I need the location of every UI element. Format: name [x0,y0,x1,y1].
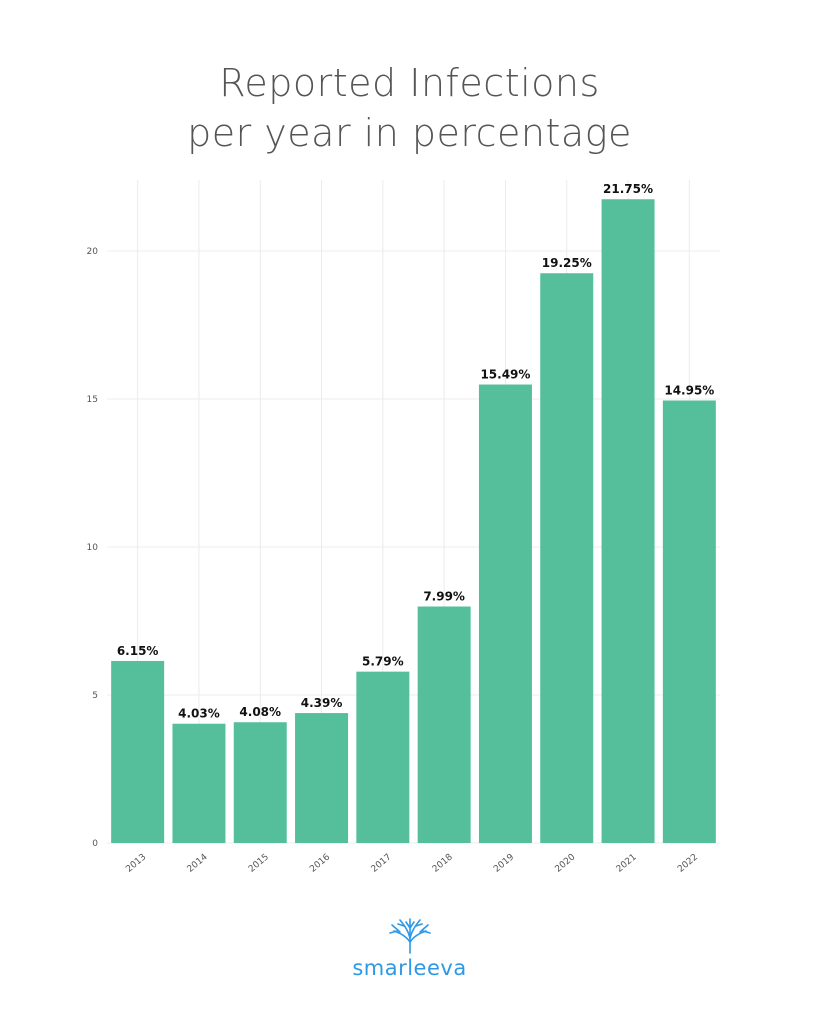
data-label: 7.99% [423,590,465,604]
x-tick-label: 2020 [553,852,577,875]
y-tick-label: 5 [92,691,98,701]
data-label: 14.95% [664,384,714,398]
bar [356,671,410,843]
bar [540,273,594,843]
data-label: 21.75% [603,182,653,196]
bar-chart: 0 5 10 15 20 6.15% 2013 4.03% 2014 4.08% 2015 4.39%… [87,180,720,875]
y-tick-label: 0 [92,839,98,849]
y-tick-label: 20 [87,247,99,257]
bar [662,400,716,843]
x-tick-label: 2021 [615,852,639,874]
x-tick-label: 2013 [124,852,148,874]
x-tick-label: 2014 [186,852,210,875]
data-label: 4.08% [239,705,281,719]
x-tick-label: 2016 [308,852,332,875]
x-tick-label: 2018 [431,852,455,875]
x-tick-label: 2015 [247,852,271,874]
data-label: 6.15% [117,644,159,658]
bar [601,199,655,844]
bar [172,723,226,843]
x-tick-label: 2019 [492,852,516,875]
bar [111,660,165,843]
x-tick-label: 2017 [370,852,394,874]
title-line-2: per year in percentage [187,111,632,155]
bar [295,713,349,843]
y-tick-label: 10 [87,543,99,553]
chart-title: Reported Infections per year in percenta… [0,58,819,158]
data-label: 4.39% [301,696,343,710]
data-label: 19.25% [542,256,592,270]
y-tick-label: 15 [87,395,98,405]
brand-name: smarleeva [352,956,467,980]
tree-icon [388,918,431,954]
bar [478,384,532,843]
x-tick-label: 2022 [676,852,700,874]
data-label: 5.79% [362,655,404,669]
bar [417,606,471,843]
bar [233,722,287,843]
title-line-1: Reported Infections [219,61,600,105]
brand-logo: smarleeva [0,916,819,980]
data-label: 4.03% [178,707,220,721]
data-label: 15.49% [480,368,530,382]
